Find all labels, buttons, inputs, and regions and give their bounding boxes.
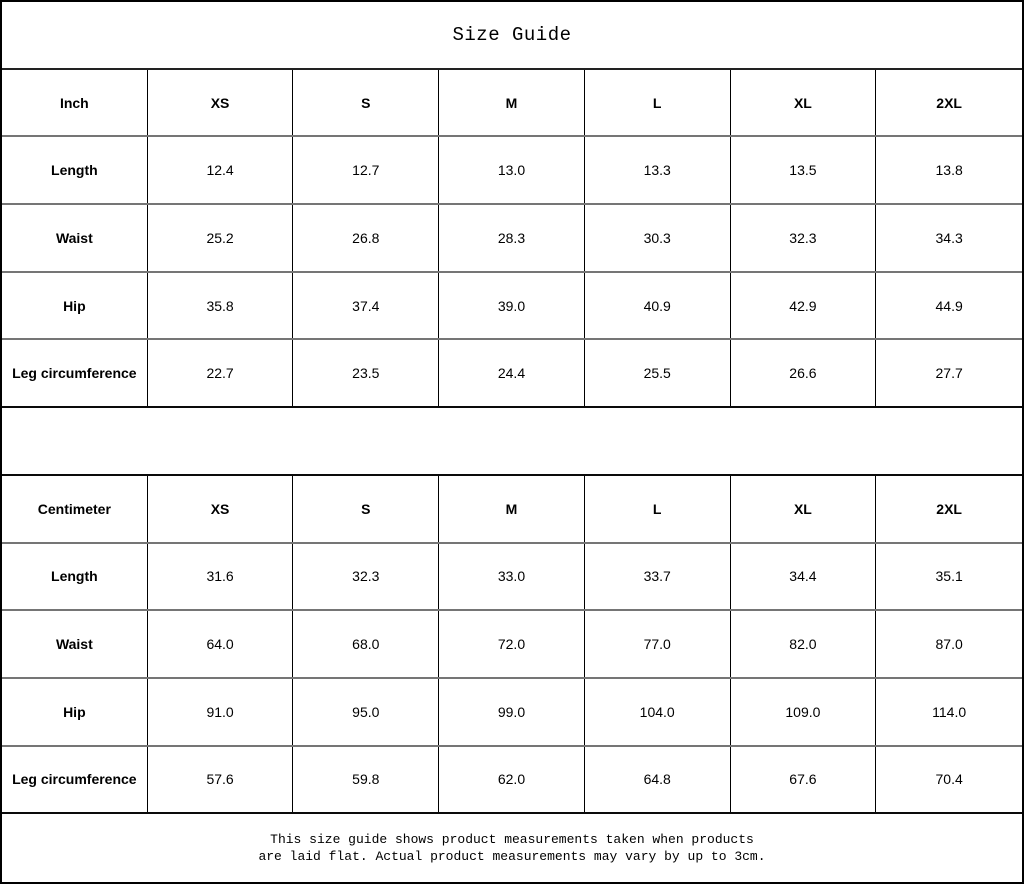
- measurement-value: 59.8: [293, 746, 440, 813]
- measurement-value: 33.0: [439, 543, 585, 610]
- measurement-value: 109.0: [731, 678, 877, 745]
- measurement-value: 13.8: [935, 162, 963, 179]
- table-row: Leg circumference 22.7 23.5 24.4 25.5 26…: [2, 340, 1022, 409]
- size-header-cell: S: [293, 69, 440, 136]
- size-header-cell: 2XL: [936, 500, 962, 517]
- table-row: Hip 35.8 37.4 39.0 40.9 42.9 44.9: [2, 272, 1022, 341]
- measurement-value: 12.4: [148, 137, 294, 204]
- row-label: Waist: [2, 611, 148, 677]
- table-row: Length 12.4 12.7 13.0 13.3 13.5 13.8: [2, 137, 1022, 206]
- measurement-value: 31.6: [148, 543, 294, 610]
- measurement-value: 64.8: [585, 746, 731, 813]
- measurement-value: 22.7: [148, 340, 294, 407]
- measurement-value: 32.3: [293, 543, 440, 610]
- cm-table-header: Centimeter XS S M L XL 2XL: [2, 475, 1022, 544]
- footer-line: This size guide shows product measuremen…: [270, 831, 754, 847]
- row-label: Length: [2, 137, 148, 204]
- measurement-value: 26.6: [731, 340, 877, 407]
- size-header-cell: L: [585, 475, 731, 542]
- size-header-cell: XS: [148, 475, 294, 542]
- measurement-value: 13.5: [731, 137, 877, 204]
- size-header-cell: L: [585, 69, 731, 136]
- measurement-value: 34.3: [935, 229, 963, 246]
- table-gap: [2, 408, 1022, 476]
- measurement-value: 57.6: [148, 746, 294, 813]
- measurement-value: 114.0: [932, 703, 967, 720]
- row-label: Leg circumference: [2, 746, 148, 813]
- unit-header-cell: Centimeter: [2, 475, 148, 542]
- table-row: Waist 64.0 68.0 72.0 77.0 82.0 87.0: [2, 611, 1022, 679]
- title-row: Size Guide: [2, 2, 1022, 70]
- measurement-value: 99.0: [439, 678, 585, 745]
- measurement-value: 70.4: [935, 771, 963, 788]
- measurement-value: 77.0: [585, 611, 731, 677]
- row-label: Length: [2, 543, 148, 610]
- measurement-value: 42.9: [731, 272, 877, 339]
- unit-header-cell: Inch: [2, 69, 148, 136]
- measurement-value: 87.0: [935, 636, 963, 653]
- measurement-value: 13.0: [439, 137, 585, 204]
- size-header-cell: M: [439, 475, 585, 542]
- measurement-value: 104.0: [585, 678, 731, 745]
- row-label: Hip: [2, 272, 148, 339]
- size-header-cell: XL: [731, 475, 877, 542]
- row-label: Waist: [2, 205, 148, 271]
- measurement-value: 62.0: [439, 746, 585, 813]
- measurement-value: 35.8: [148, 272, 294, 339]
- measurement-value: 40.9: [585, 272, 731, 339]
- measurement-value: 82.0: [731, 611, 877, 677]
- table-row: Leg circumference 57.6 59.8 62.0 64.8 67…: [2, 746, 1022, 815]
- measurement-value: 91.0: [148, 678, 294, 745]
- inch-table-header: Inch XS S M L XL 2XL: [2, 69, 1022, 138]
- measurement-value: 64.0: [148, 611, 294, 677]
- row-label: Leg circumference: [2, 340, 148, 407]
- measurement-value: 26.8: [293, 205, 440, 271]
- footer-note: This size guide shows product measuremen…: [2, 814, 1022, 882]
- measurement-value: 23.5: [293, 340, 440, 407]
- measurement-value: 13.3: [585, 137, 731, 204]
- measurement-value: 95.0: [293, 678, 440, 745]
- measurement-value: 39.0: [439, 272, 585, 339]
- page-title: Size Guide: [452, 23, 572, 46]
- size-header-cell: S: [293, 475, 440, 542]
- size-header-cell: XL: [731, 69, 877, 136]
- measurement-value: 30.3: [585, 205, 731, 271]
- size-header-cell: M: [439, 69, 585, 136]
- measurement-value: 34.4: [731, 543, 877, 610]
- row-label: Hip: [2, 678, 148, 745]
- measurement-value: 68.0: [293, 611, 440, 677]
- measurement-value: 72.0: [439, 611, 585, 677]
- footer-line: are laid flat. Actual product measuremen…: [258, 849, 766, 865]
- measurement-value: 24.4: [439, 340, 585, 407]
- table-row: Waist 25.2 26.8 28.3 30.3 32.3 34.3: [2, 205, 1022, 273]
- table-row: Hip 91.0 95.0 99.0 104.0 109.0 114.0: [2, 678, 1022, 747]
- measurement-value: 35.1: [935, 568, 963, 585]
- measurement-value: 25.5: [585, 340, 731, 407]
- measurement-value: 25.2: [148, 205, 294, 271]
- measurement-value: 12.7: [293, 137, 440, 204]
- measurement-value: 33.7: [585, 543, 731, 610]
- measurement-value: 67.6: [731, 746, 877, 813]
- measurement-value: 28.3: [439, 205, 585, 271]
- measurement-value: 27.7: [935, 365, 963, 382]
- measurement-value: 44.9: [935, 297, 963, 314]
- size-header-cell: 2XL: [936, 94, 962, 111]
- table-row: Length 31.6 32.3 33.0 33.7 34.4 35.1: [2, 543, 1022, 612]
- measurement-value: 37.4: [293, 272, 440, 339]
- size-header-cell: XS: [148, 69, 294, 136]
- measurement-value: 32.3: [731, 205, 877, 271]
